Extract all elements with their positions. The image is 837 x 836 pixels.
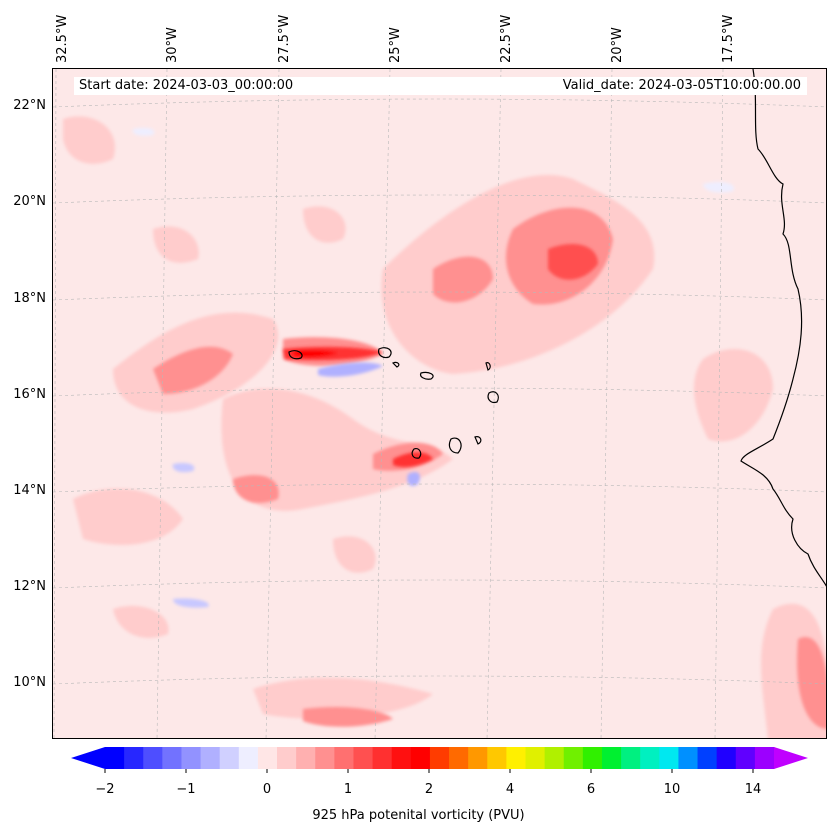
lon-label-32-5w: 32.5°W [55, 14, 70, 63]
colorbar-segment [391, 747, 412, 769]
colorbar-segment [525, 747, 546, 769]
lon-label-27-5w: 27.5°W [277, 14, 292, 63]
colorbar-segment [353, 747, 374, 769]
cb-tick-label-neg1: −1 [176, 782, 196, 797]
colorbar-ticks [104, 769, 754, 773]
cape-verde-islands [288, 347, 499, 459]
start-date-label: Start date: 2024-03-03_00:00:00 [79, 78, 294, 93]
colorbar [71, 747, 808, 773]
colorbar-segment [181, 747, 202, 769]
lat-label-20n: 20°N [13, 194, 46, 209]
colorbar-segment [429, 747, 450, 769]
colorbar-segment [200, 747, 221, 769]
cb-tick-label-14: 14 [744, 782, 762, 797]
colorbar-segment [449, 747, 469, 769]
colorbar-segment [640, 747, 660, 769]
cb-tick-label-0: 0 [262, 782, 272, 797]
colorbar-segment [219, 747, 240, 769]
map-panel [52, 68, 827, 739]
lat-label-10n: 10°N [13, 675, 46, 690]
pv-field-strong [283, 244, 598, 467]
colorbar-segment [697, 747, 718, 769]
colorbar-segment [487, 747, 507, 769]
colorbar-segment [372, 747, 393, 769]
cb-tick-label-1: 1 [343, 782, 353, 797]
colorbar-segment [506, 747, 527, 769]
coastlines [288, 69, 826, 587]
colorbar-segment [659, 747, 679, 769]
colorbar-segment [544, 747, 565, 769]
lat-label-14n: 14°N [13, 483, 46, 498]
lon-label-17-5w: 17.5°W [721, 14, 736, 63]
colorbar-segment [410, 747, 431, 769]
colorbar-segment [277, 747, 297, 769]
pv-field-negative [132, 127, 734, 608]
colorbar-segment [754, 747, 775, 769]
colorbar-segment [678, 747, 699, 769]
valid-date-label: Valid_date: 2024-03-05T10:00:00.00 [562, 78, 801, 93]
colorbar-segment [735, 747, 756, 769]
cb-tick-label-neg2: −2 [95, 782, 115, 797]
colorbar-segments [105, 747, 775, 769]
lon-label-30w: 30°W [165, 27, 180, 63]
colorbar-under-arrow [71, 747, 105, 769]
lon-label-20w: 20°W [610, 27, 625, 63]
colorbar-segment [124, 747, 144, 769]
colorbar-segment [621, 747, 641, 769]
graticule [53, 69, 826, 738]
colorbar-segment [238, 747, 259, 769]
date-banner: Start date: 2024-03-03_00:00:00 Valid_da… [74, 77, 807, 95]
colorbar-segment [257, 747, 278, 769]
colorbar-segment [601, 747, 622, 769]
cb-tick-label-2: 2 [424, 782, 434, 797]
cb-tick-label-4: 4 [505, 782, 515, 797]
colorbar-segment [143, 747, 163, 769]
cb-tick-label-6: 6 [586, 782, 596, 797]
colorbar-segment [563, 747, 584, 769]
colorbar-segment [315, 747, 335, 769]
colorbar-segment [296, 747, 316, 769]
colorbar-over-arrow [774, 747, 808, 769]
colorbar-label: 925 hPa potenital vorticity (PVU) [312, 808, 525, 823]
cb-tick-label-10: 10 [663, 782, 681, 797]
colorbar-segment [468, 747, 488, 769]
lat-label-12n: 12°N [13, 579, 46, 594]
colorbar-segment [162, 747, 182, 769]
map-field [53, 69, 826, 738]
colorbar-segment [105, 747, 125, 769]
colorbar-segment [716, 747, 737, 769]
lon-label-22-5w: 22.5°W [499, 14, 514, 63]
lat-label-18n: 18°N [13, 291, 46, 306]
colorbar-segment [334, 747, 354, 769]
colorbar-segment [582, 747, 603, 769]
lat-label-22n: 22°N [13, 98, 46, 113]
lon-label-25w: 25°W [388, 27, 403, 63]
lat-label-16n: 16°N [13, 387, 46, 402]
africa-coast [740, 69, 826, 587]
